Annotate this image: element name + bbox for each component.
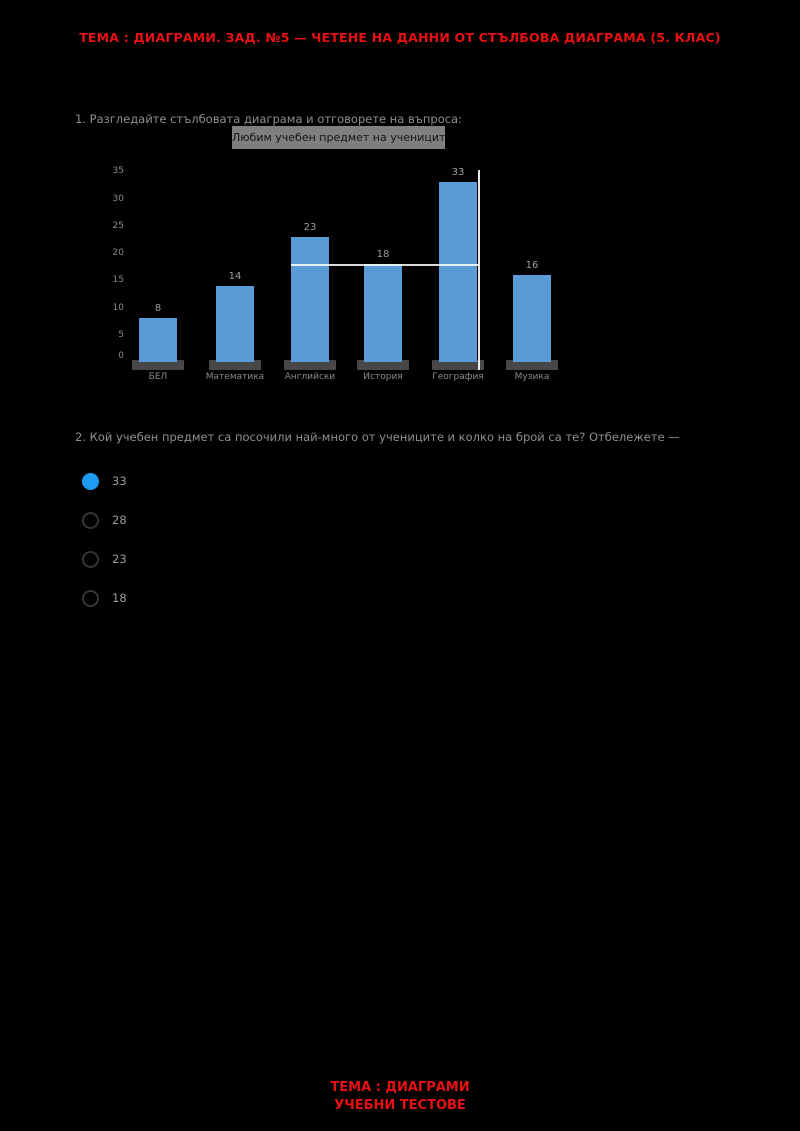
highlight-line (291, 263, 479, 266)
answer-option[interactable]: 28 (82, 509, 127, 531)
x-axis-category-label: История (363, 372, 403, 382)
radio-icon[interactable] (82, 511, 99, 529)
x-axis-category-label: Математика (205, 372, 265, 382)
radio-icon[interactable] (82, 589, 99, 607)
question-1-text: 1. Разгледайте стълбовата диаграма и отг… (75, 112, 462, 126)
bar (513, 275, 551, 362)
x-axis-category-label: Музика (514, 372, 550, 382)
x-axis-category-label: БЕЛ (148, 372, 168, 382)
footer-line-1: ТЕМА : ДИАГРАМИ (330, 1080, 470, 1095)
y-axis-tick-label: 15 (112, 275, 124, 286)
y-axis-tick-label: 30 (112, 193, 124, 204)
page-header: ТЕМА : ДИАГРАМИ. ЗАД. №5 — ЧЕТЕНЕ НА ДАН… (79, 30, 721, 45)
bar (439, 182, 477, 362)
bar (364, 264, 402, 362)
answer-option[interactable]: 33 (82, 470, 127, 492)
y-axis-tick-label: 20 (112, 248, 124, 258)
y-axis-tick-label: 10 (112, 302, 124, 313)
bar-value-label: 18 (376, 249, 390, 260)
bar-value-label: 33 (451, 167, 465, 178)
y-axis-tick-label: 25 (112, 220, 124, 231)
answer-option[interactable]: 23 (82, 548, 127, 570)
answer-option-label: 18 (112, 591, 127, 605)
answer-option-label: 23 (112, 552, 127, 566)
footer-line-2: УЧЕБНИ ТЕСТОВЕ (334, 1098, 466, 1113)
x-axis-category-label: Английски (284, 372, 336, 382)
bar (291, 237, 329, 362)
bar-platform (132, 360, 184, 370)
bar-chart: 0 5 10 15 20 25 30 35 8 БЕЛ 14 Математика 23 Английск… (0, 0, 800, 400)
bar-value-label: 14 (228, 271, 242, 282)
answer-option[interactable]: 18 (82, 587, 127, 609)
bar-platform (284, 360, 336, 370)
answer-option-label: 28 (112, 513, 127, 527)
y-axis-tick-label: 0 (118, 351, 124, 361)
bar-value-label: 23 (303, 222, 317, 233)
x-axis-category-label: География (432, 372, 484, 382)
bar (139, 318, 177, 362)
answer-option-label: 33 (112, 474, 127, 488)
chart-title: Любим учебен предмет на учениците (232, 126, 445, 149)
bar (216, 286, 254, 362)
bar-platform (357, 360, 409, 370)
bar-platform (209, 360, 261, 370)
bar-platform (432, 360, 484, 370)
question-2-text: 2. Кой учебен предмет са посочили най-мн… (75, 430, 680, 444)
y-axis-tick-label: 35 (112, 166, 124, 177)
y-axis-tick-label: 5 (118, 329, 124, 340)
selection-line (478, 170, 480, 370)
bar-platform (506, 360, 558, 370)
bar-value-label: 16 (525, 260, 539, 271)
radio-selected-icon[interactable] (82, 472, 99, 490)
radio-icon[interactable] (82, 550, 99, 568)
bar-value-label: 8 (154, 303, 162, 314)
